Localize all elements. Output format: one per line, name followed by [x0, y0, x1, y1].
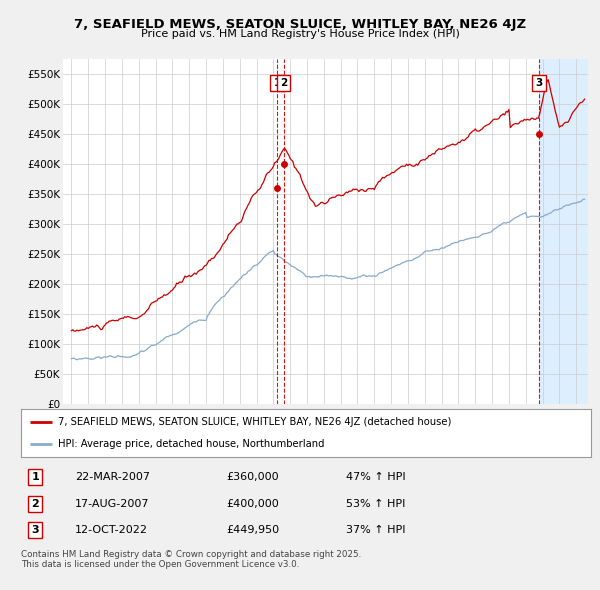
Text: 7, SEAFIELD MEWS, SEATON SLUICE, WHITLEY BAY, NE26 4JZ (detached house): 7, SEAFIELD MEWS, SEATON SLUICE, WHITLEY… — [58, 417, 451, 427]
Text: HPI: Average price, detached house, Northumberland: HPI: Average price, detached house, Nort… — [58, 439, 325, 449]
Text: 17-AUG-2007: 17-AUG-2007 — [75, 499, 149, 509]
Text: 2: 2 — [280, 78, 287, 88]
Text: 7, SEAFIELD MEWS, SEATON SLUICE, WHITLEY BAY, NE26 4JZ: 7, SEAFIELD MEWS, SEATON SLUICE, WHITLEY… — [74, 18, 526, 31]
Text: 12-OCT-2022: 12-OCT-2022 — [75, 525, 148, 535]
Bar — [539, 59, 593, 404]
Text: 2: 2 — [31, 499, 39, 509]
Text: 37% ↑ HPI: 37% ↑ HPI — [346, 525, 406, 535]
Text: 47% ↑ HPI: 47% ↑ HPI — [346, 473, 406, 482]
Text: 3: 3 — [31, 525, 39, 535]
Text: 1: 1 — [31, 473, 39, 482]
Text: 1: 1 — [274, 78, 281, 88]
Text: 53% ↑ HPI: 53% ↑ HPI — [346, 499, 405, 509]
Text: 3: 3 — [535, 78, 542, 88]
Text: £400,000: £400,000 — [226, 499, 279, 509]
Text: 22-MAR-2007: 22-MAR-2007 — [75, 473, 150, 482]
Text: Price paid vs. HM Land Registry's House Price Index (HPI): Price paid vs. HM Land Registry's House … — [140, 29, 460, 39]
Text: £449,950: £449,950 — [226, 525, 280, 535]
Text: £360,000: £360,000 — [226, 473, 279, 482]
Text: Contains HM Land Registry data © Crown copyright and database right 2025.
This d: Contains HM Land Registry data © Crown c… — [21, 550, 361, 569]
